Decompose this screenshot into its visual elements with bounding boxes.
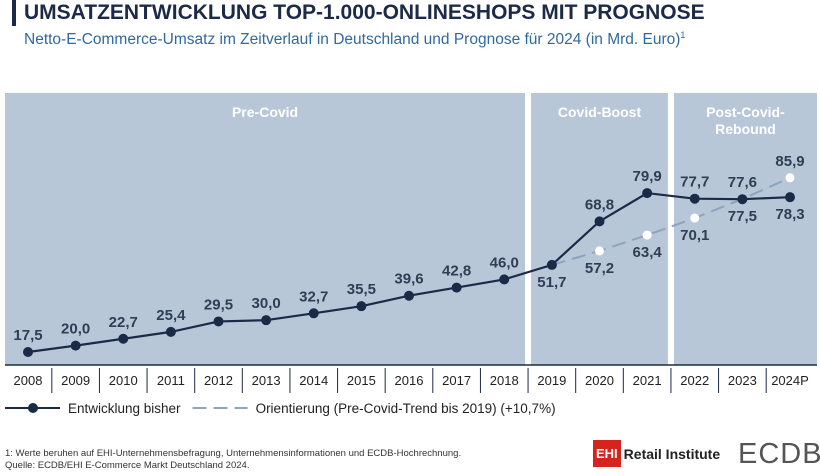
data-point [689, 193, 700, 204]
footnotes: 1: Werte beruhen auf EHI-Unternehmensbef… [5, 448, 461, 472]
data-point [261, 315, 272, 326]
data-point [594, 216, 605, 227]
x-tick-label: 2009 [61, 373, 90, 388]
ehi-name: Retail Institute [623, 445, 721, 462]
x-tick-label: 2024P [771, 373, 809, 388]
phase-panel [673, 93, 817, 365]
x-tick-label: 2022 [680, 373, 709, 388]
x-tick-label: 2018 [490, 373, 519, 388]
value-label: 57,2 [585, 260, 614, 277]
data-point [690, 213, 700, 223]
x-tick-label: 2016 [395, 373, 424, 388]
subtitle-text: Netto-E-Commerce-Umsatz im Zeitverlauf i… [24, 31, 681, 49]
data-point [785, 192, 795, 203]
subtitle: Netto-E-Commerce-Umsatz im Zeitverlauf i… [24, 30, 685, 49]
data-point [595, 246, 604, 256]
value-label: 25,4 [156, 307, 186, 324]
x-tick-label: 2014 [299, 373, 328, 388]
x-tick-label: 2017 [442, 373, 471, 388]
data-point [642, 188, 653, 199]
value-label: 22,7 [109, 314, 138, 331]
data-point [23, 347, 33, 358]
data-point [546, 259, 557, 270]
value-label: 17,5 [13, 327, 42, 344]
x-tick-label: 2019 [537, 373, 566, 388]
data-point [785, 173, 795, 183]
value-label: 70,1 [680, 227, 709, 244]
data-point [165, 326, 176, 337]
footnote-marker: 1 [680, 30, 686, 40]
value-label: 29,5 [204, 296, 233, 313]
ecdb-logo: ECDB [738, 438, 820, 470]
x-tick-label: 2023 [728, 373, 757, 388]
value-label: 46,0 [490, 254, 519, 271]
ehi-logo: EHI Retail Institute [593, 440, 720, 467]
value-label: 39,6 [394, 271, 423, 288]
phase-label: Covid-Boost [557, 104, 642, 120]
title: UMSATZENTWICKLUNG TOP-1.000-ONLINESHOPS … [12, 0, 705, 26]
x-tick-label: 2021 [633, 373, 662, 388]
value-label: 78,3 [775, 206, 804, 223]
phase-label: Post-Covid-Rebound [706, 104, 785, 137]
data-point [404, 290, 414, 301]
x-tick-label: 2011 [157, 373, 185, 388]
legend-marker [28, 403, 38, 413]
x-tick-label: 2013 [252, 373, 281, 388]
data-point [737, 194, 748, 205]
data-point [213, 316, 224, 327]
value-label: 30,0 [252, 295, 281, 312]
footnote: 1: Werte beruhen auf EHI-Unternehmensbef… [5, 448, 462, 459]
x-tick-label: 2012 [204, 373, 233, 388]
value-label: 77,5 [728, 208, 757, 225]
phase-label: Pre-Covid [231, 104, 299, 120]
data-point [70, 340, 81, 351]
value-label: 77,7 [680, 174, 709, 191]
series-line [551, 176, 791, 266]
data-point [356, 301, 367, 312]
x-tick-label: 2015 [347, 373, 376, 388]
x-tick-label: 2008 [14, 373, 43, 388]
phase-panel [531, 93, 668, 365]
legend-label: Entwicklung bisher [68, 401, 181, 416]
source: Quelle: ECDB/EHI E-Commerce Markt Deutsc… [5, 460, 250, 471]
x-tick-label: 2010 [109, 373, 138, 388]
data-point [118, 333, 129, 344]
value-label: 63,4 [633, 244, 663, 261]
value-label: 85,9 [775, 153, 804, 170]
value-label: 32,7 [299, 288, 328, 305]
value-label: 35,5 [347, 281, 376, 298]
value-label: 68,8 [585, 196, 614, 213]
value-label: 42,8 [442, 263, 471, 280]
data-point [499, 274, 510, 285]
value-label: 77,6 [728, 174, 757, 191]
data-point [308, 308, 319, 319]
data-point [451, 282, 462, 293]
value-label: 79,9 [633, 168, 662, 185]
data-point [642, 230, 652, 240]
ehi-mark: EHI [593, 440, 621, 467]
x-tick-label: 2020 [585, 373, 614, 388]
value-label: 20,0 [61, 321, 90, 338]
legend-label: Orientierung (Pre-Covid-Trend bis 2019) … [256, 401, 556, 416]
value-label: 51,7 [537, 274, 566, 291]
